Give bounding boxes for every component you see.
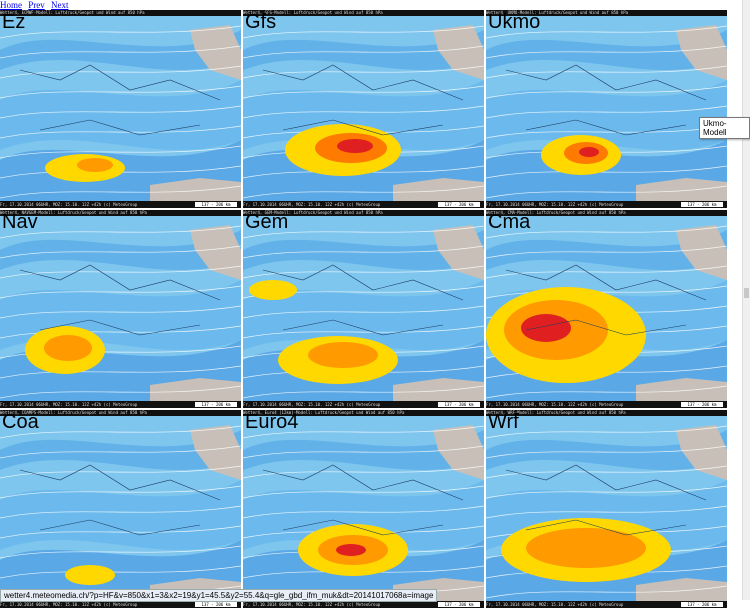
scale-bar: 137 - 206 km xyxy=(681,402,723,407)
weather-map xyxy=(243,216,484,408)
status-bar-url: wetter4.meteomedia.ch/?p=HF&v=850&x1=3&x… xyxy=(0,589,438,602)
nav-bar: Home Prev Next xyxy=(0,0,73,10)
scale-bar: 137 - 206 km xyxy=(195,202,237,207)
panel-footer: Fr, 17.10.2014 06UHR, MOZ: 15.10. 12Z +4… xyxy=(0,601,241,608)
panel-header: Wetter4, UKMO-Modell: Luftdruck/Geopot u… xyxy=(486,10,727,16)
model-panel-gem[interactable]: Wetter4, GEM-Modell: Luftdruck/Geopot un… xyxy=(243,210,484,408)
vertical-scrollbar[interactable] xyxy=(742,0,750,600)
panel-footer: Fr, 17.10.2014 06UHR, MOZ: 15.10. 12Z +4… xyxy=(486,601,727,608)
panel-footer: Fr, 17.10.2014 06UHR, MOZ: 15.10. 12Z +4… xyxy=(0,201,241,208)
panel-header: Wetter4, NAVGEM-Modell: Luftdruck/Geopot… xyxy=(0,210,241,216)
panel-header: Wetter4, CMA-Modell: Luftdruck/Geopot un… xyxy=(486,210,727,216)
panel-header: Wetter4, Euro4 (12km)-Modell: Luftdruck/… xyxy=(243,410,484,416)
home-link[interactable]: Home xyxy=(0,0,22,10)
model-name-label: Euro4 xyxy=(245,411,299,433)
model-name-label: Gem xyxy=(245,211,289,233)
panel-header: Wetter4, WRF-Modell: Luftdruck/Geopot un… xyxy=(486,410,727,416)
model-name-label: Gfs xyxy=(245,11,277,33)
model-panel-euro4[interactable]: Wetter4, Euro4 (12km)-Modell: Luftdruck/… xyxy=(243,410,484,608)
model-name-label: Ukmo xyxy=(488,11,541,33)
panel-footer: Fr, 17.10.2014 06UHR, MOZ: 15.10. 12Z +4… xyxy=(486,201,727,208)
model-panel-ez[interactable]: Wetter4, ECMWF-Modell: Luftdruck/Geopot … xyxy=(0,10,241,208)
panel-footer: Fr, 17.10.2014 06UHR, MOZ: 15.10. 12Z +4… xyxy=(486,401,727,408)
panel-footer: Fr, 17.10.2014 06UHR, MOZ: 15.10. 12Z +4… xyxy=(243,401,484,408)
weather-map xyxy=(0,216,241,408)
tooltip: Ukmo-Modell xyxy=(699,117,750,139)
scrollbar-thumb[interactable] xyxy=(744,288,749,298)
scale-bar: 137 - 206 km xyxy=(438,602,480,607)
model-name-label: Nav xyxy=(2,211,38,233)
weather-map xyxy=(486,16,727,208)
model-name-label: Ez xyxy=(2,11,26,33)
weather-map xyxy=(243,416,484,608)
panel-header: Wetter4, GEM-Modell: Luftdruck/Geopot un… xyxy=(243,210,484,216)
panel-footer: Fr, 17.10.2014 06UHR, MOZ: 15.10. 12Z +4… xyxy=(243,201,484,208)
panel-footer: Fr, 17.10.2014 06UHR, MOZ: 15.10. 12Z +4… xyxy=(0,401,241,408)
panel-header: Wetter4, ECMWF-Modell: Luftdruck/Geopot … xyxy=(0,10,241,16)
model-name-label: Wrf xyxy=(488,411,519,433)
panel-footer: Fr, 17.10.2014 06UHR, MOZ: 15.10. 12Z +4… xyxy=(243,601,484,608)
scale-bar: 137 - 206 km xyxy=(438,402,480,407)
weather-map xyxy=(0,416,241,608)
prev-link[interactable]: Prev xyxy=(28,0,45,10)
weather-map xyxy=(486,416,727,608)
model-panel-ukmo[interactable]: Wetter4, UKMO-Modell: Luftdruck/Geopot u… xyxy=(486,10,727,208)
scale-bar: 137 - 206 km xyxy=(195,402,237,407)
next-link[interactable]: Next xyxy=(51,0,69,10)
scale-bar: 137 - 206 km xyxy=(195,602,237,607)
weather-map xyxy=(243,16,484,208)
model-panel-cma[interactable]: Wetter4, CMA-Modell: Luftdruck/Geopot un… xyxy=(486,210,727,408)
model-panel-coa[interactable]: Wetter4, COAMPS-Modell: Luftdruck/Geopot… xyxy=(0,410,241,608)
panel-header: Wetter4, COAMPS-Modell: Luftdruck/Geopot… xyxy=(0,410,241,416)
model-name-label: Cma xyxy=(488,211,531,233)
model-panel-gfs[interactable]: Wetter4, GFS-Modell: Luftdruck/Geopot un… xyxy=(243,10,484,208)
weather-map xyxy=(486,216,727,408)
scale-bar: 137 - 206 km xyxy=(681,602,723,607)
weather-map xyxy=(0,16,241,208)
model-panel-nav[interactable]: Wetter4, NAVGEM-Modell: Luftdruck/Geopot… xyxy=(0,210,241,408)
scale-bar: 137 - 206 km xyxy=(438,202,480,207)
panel-header: Wetter4, GFS-Modell: Luftdruck/Geopot un… xyxy=(243,10,484,16)
model-grid: Wetter4, ECMWF-Modell: Luftdruck/Geopot … xyxy=(0,10,742,608)
scale-bar: 137 - 206 km xyxy=(681,202,723,207)
model-name-label: Coa xyxy=(2,411,39,433)
model-panel-wrf[interactable]: Wetter4, WRF-Modell: Luftdruck/Geopot un… xyxy=(486,410,727,608)
